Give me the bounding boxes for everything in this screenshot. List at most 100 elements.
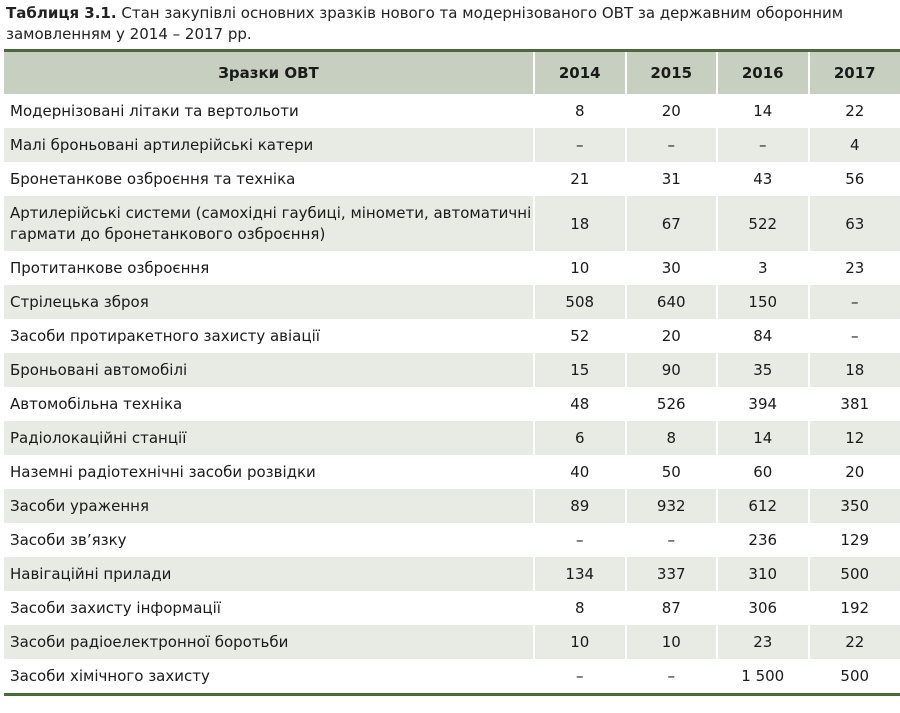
value-cell-2016: 150 <box>716 285 809 319</box>
value-cell-2016: 236 <box>716 523 809 557</box>
value-cell-2014: 508 <box>533 285 626 319</box>
table-row: Засоби протиракетного захисту авіації 52 2… <box>4 319 900 353</box>
value-cell-2017: 22 <box>807 625 900 659</box>
value-cell-2015: 20 <box>624 94 717 128</box>
table-row: Бронетанкове озброєння та техніка 21 31 43 5… <box>4 162 900 196</box>
value-cell-2015: 10 <box>624 625 717 659</box>
value-cell-2016: 14 <box>716 421 809 455</box>
value-cell-2015: 20 <box>624 319 717 353</box>
value-cell-2016: 306 <box>716 591 809 625</box>
value-cell-2015: – <box>624 128 717 162</box>
value-cell-2016: 43 <box>716 162 809 196</box>
value-cell-2014: 18 <box>533 196 626 251</box>
value-cell-2017: – <box>807 285 900 319</box>
value-cell-2017: 350 <box>807 489 900 523</box>
header-year-2015: 2015 <box>624 50 717 94</box>
value-cell-2015: 30 <box>624 251 717 285</box>
procurement-table: Зразки ОВТ 2014 2015 2016 2017 Модернізо… <box>4 49 900 696</box>
value-cell-2017: 500 <box>807 659 900 695</box>
row-name-cell: Засоби захисту інформації <box>10 598 221 617</box>
table-row: Артилерійські системи (самохідні гаубиці… <box>4 196 900 251</box>
value-cell-2014: 40 <box>533 455 626 489</box>
value-cell-2014: 10 <box>533 251 626 285</box>
row-name-cell: Малі броньовані артилерійські катери <box>4 128 534 162</box>
value-cell-2015: – <box>624 523 717 557</box>
value-cell-2017: – <box>807 319 900 353</box>
value-cell-2017: 56 <box>807 162 900 196</box>
caption-text: Стан закупівлі основних зразків нового т… <box>6 4 844 43</box>
row-name-cell: Стрілецька зброя <box>4 285 534 319</box>
value-cell-2014: 89 <box>533 489 626 523</box>
value-cell-2016: 23 <box>716 625 809 659</box>
value-cell-2017: 18 <box>807 353 900 387</box>
table-row: Наземні радіотехнічні засоби розвідки 40 5… <box>4 455 900 489</box>
row-name-cell: Навігаційні прилади <box>4 557 534 591</box>
value-cell-2015: 50 <box>624 455 717 489</box>
value-cell-2014: 134 <box>533 557 626 591</box>
row-name-cell: Наземні радіотехнічні засоби розвідки <box>10 462 316 481</box>
value-cell-2014: 52 <box>533 319 626 353</box>
value-cell-2015: 337 <box>624 557 717 591</box>
value-cell-2017: 12 <box>807 421 900 455</box>
value-cell-2014: 8 <box>533 591 626 625</box>
table-row: Засоби хімічного захисту – –1 500 500 <box>4 659 900 695</box>
value-cell-2016: 394 <box>716 387 809 421</box>
value-cell-2017: 4 <box>807 128 900 162</box>
row-name-cell: Броньовані автомобілі <box>4 353 534 387</box>
table-row: Засоби захисту інформації 8 87 306 192 <box>4 591 900 625</box>
value-cell-2015: 640 <box>624 285 717 319</box>
value-cell-2014: – <box>533 523 626 557</box>
value-cell-2016: 522 <box>716 196 809 251</box>
table-row: Засоби зв’язку – –236 129 <box>4 523 900 557</box>
table-row: Броньовані автомобілі 15 90 35 18 <box>4 353 900 387</box>
value-cell-2016: 1 500 <box>716 659 809 695</box>
row-name-cell: Засоби протиракетного захисту авіації <box>10 326 320 345</box>
value-cell-2016: 3 <box>716 251 809 285</box>
value-cell-2016: 84 <box>716 319 809 353</box>
table-caption: Таблиця 3.1. Стан закупівлі основних зра… <box>6 3 896 45</box>
header-year-2014: 2014 <box>533 50 626 94</box>
value-cell-2016: 60 <box>716 455 809 489</box>
value-cell-2017: 23 <box>807 251 900 285</box>
value-cell-2016: 612 <box>716 489 809 523</box>
table-body: Модернізовані літаки та вертольоти 8 20 14 2… <box>4 94 900 695</box>
value-cell-2017: 20 <box>807 455 900 489</box>
value-cell-2014: 8 <box>533 94 626 128</box>
row-name-cell: Засоби хімічного захисту <box>10 666 210 685</box>
value-cell-2015: 90 <box>624 353 717 387</box>
value-cell-2015: 8 <box>624 421 717 455</box>
table-row: Радіолокаційні станції 6 8 14 12 <box>4 421 900 455</box>
value-cell-2014: – <box>533 128 626 162</box>
value-cell-2015: 87 <box>624 591 717 625</box>
value-cell-2017: 63 <box>807 196 900 251</box>
value-cell-2015: – <box>624 659 717 695</box>
value-cell-2014: 48 <box>533 387 626 421</box>
row-name-cell: Засоби зв’язку <box>10 530 127 549</box>
value-cell-2014: 10 <box>533 625 626 659</box>
row-name-cell: Засоби радіоелектронної боротьби <box>4 625 534 659</box>
table-row: Автомобільна техніка 48 526 394 381 <box>4 387 900 421</box>
value-cell-2016: 35 <box>716 353 809 387</box>
table-row: Протитанкове озброєння 10 30 3 23 <box>4 251 900 285</box>
value-cell-2015: 526 <box>624 387 717 421</box>
header-row: Зразки ОВТ 2014 2015 2016 2017 <box>4 50 900 94</box>
value-cell-2015: 932 <box>624 489 717 523</box>
table-row: Модернізовані літаки та вертольоти 8 20 14 2… <box>4 94 900 128</box>
table-row: Стрілецька зброя 508 640 150– <box>4 285 900 319</box>
value-cell-2016: 310 <box>716 557 809 591</box>
header-year-2017: 2017 <box>807 50 900 94</box>
value-cell-2017: 192 <box>807 591 900 625</box>
row-name-cell: Модернізовані літаки та вертольоти <box>10 101 299 120</box>
caption-label: Таблиця 3.1. <box>6 4 117 22</box>
table-row: Засоби ураження 89 932 612 350 <box>4 489 900 523</box>
value-cell-2015: 67 <box>624 196 717 251</box>
table-row: Засоби радіоелектронної боротьби 10 10 23 22 <box>4 625 900 659</box>
value-cell-2014: – <box>533 659 626 695</box>
value-cell-2017: 22 <box>807 94 900 128</box>
value-cell-2017: 381 <box>807 387 900 421</box>
row-name-cell: Засоби ураження <box>4 489 534 523</box>
row-name-cell: Протитанкове озброєння <box>10 258 210 277</box>
row-name-cell: Радіолокаційні станції <box>4 421 534 455</box>
row-name-cell: Артилерійські системи (самохідні гаубиці… <box>4 196 534 251</box>
value-cell-2016: – <box>716 128 809 162</box>
